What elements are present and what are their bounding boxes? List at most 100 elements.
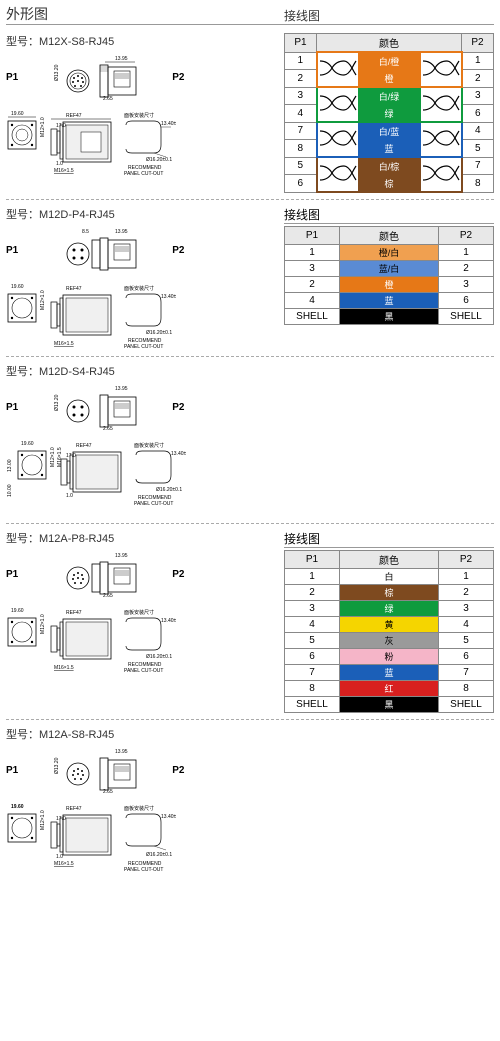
cell-p2: 5 — [462, 140, 494, 158]
dim-ref47: REF47 — [66, 286, 82, 292]
cell-p2: 2 — [439, 585, 494, 601]
dim-1340: 13.40±0.1 — [161, 294, 176, 300]
panel-label: 面板安装尺寸 — [124, 285, 154, 292]
diagram-bottom-row: 19.60 M12×1.0 REF47 17.0 1.0 M16×1.5 — [6, 800, 278, 875]
table-row: 3 绿 3 — [285, 601, 494, 617]
connector-side-icon: 19.60 M12×1.0 REF47 17.0 — [6, 107, 176, 177]
cell-p2: 6 — [462, 105, 494, 123]
dim-1395: 13.95 — [115, 56, 128, 62]
col-p1: P1 — [285, 551, 340, 569]
dim-ref47: REF47 — [66, 610, 82, 616]
diagram-bottom-row: 19.60 M12×1.0 REF47 M16×1.5 面板安装尺寸 — [6, 280, 278, 350]
model-1: 型号：M12X-S8-RJ45 — [6, 33, 278, 49]
color-cell: 蓝 — [340, 665, 439, 681]
dim-m12: M12×1.0 — [40, 810, 46, 830]
dim-ref47: REF47 — [66, 113, 82, 119]
cell-p2: 8 — [462, 175, 494, 193]
dim-170: 17.0 — [56, 816, 66, 822]
diagram-top-row: P1 13.95 Ø13.20 2.65 P2 — [6, 746, 278, 794]
dim-m16alt: M16×1.5 — [57, 447, 63, 467]
cell-p1: 6 — [285, 175, 317, 193]
cell-p1: 5 — [285, 633, 340, 649]
twisted-pair-icon — [421, 88, 461, 118]
connector-side-icon: 19.60 M12×1.0 REF47 17.0 1.0 M16×1.5 — [6, 800, 176, 875]
cell-p2: SHELL — [439, 697, 494, 713]
p1-label: P1 — [6, 765, 18, 776]
dim-1395: 13.95 — [115, 229, 128, 235]
cell-p2: 7 — [439, 665, 494, 681]
model-4: 型号：M12A-P8-RJ45 — [6, 530, 278, 546]
p2-label: P2 — [172, 569, 184, 580]
dim-ref47: REF47 — [66, 806, 82, 812]
dim-1960: 19.60 — [11, 284, 24, 290]
dim-1395: 13.95 — [115, 386, 128, 392]
section-5: 型号：M12A-S8-RJ45 P1 13.95 Ø13.20 2.65 — [6, 720, 494, 881]
p1-label: P1 — [6, 569, 18, 580]
section-4: 型号：M12A-P8-RJ45 P1 13.95 2.65 — [6, 524, 494, 720]
diagram-2: P1 8.5 13.95 P2 — [6, 226, 278, 350]
cell-p2: 1 — [462, 52, 494, 70]
model-name: M12X-S8-RJ45 — [39, 36, 114, 48]
dim-m12: M12×1.0 — [50, 447, 56, 467]
section-4-left: 型号：M12A-P8-RJ45 P1 13.95 2.65 — [6, 530, 278, 713]
model-prefix: 型号： — [6, 36, 39, 48]
color-cell: 蓝/白 — [340, 261, 439, 277]
connector-top-icon: 13.95 Ø13.20 2.65 — [20, 746, 170, 794]
dim-1340: 13.40±0.1 — [161, 814, 176, 820]
twisted-pair-icon — [421, 53, 461, 83]
connector-side-icon: 19.60 M12×1.0 REF47 M16×1.5 面板安装尺寸 — [6, 604, 176, 674]
dim-1620: Ø16.20±0.1 — [146, 157, 172, 163]
cell-p2: 5 — [439, 633, 494, 649]
color-cell: 蓝 — [340, 293, 439, 309]
dim-m16: M16×1.5 — [54, 861, 74, 867]
dim-85: 8.5 — [82, 229, 89, 235]
section-2: 型号：M12D-P4-RJ45 P1 8.5 13.95 — [6, 200, 494, 357]
cell-p2: 7 — [462, 157, 494, 175]
cell-p1: 8 — [285, 140, 317, 158]
dim-1620: Ø16.20±0.1 — [146, 852, 172, 858]
twisted-left — [317, 122, 359, 157]
page-root: 外形图 接线图 型号：M12X-S8-RJ45 P1 13.95 Ø13.20 — [0, 0, 500, 885]
page-header: 外形图 接线图 — [6, 4, 494, 25]
color-cell: 黑 — [340, 309, 439, 325]
cell-p2: 6 — [439, 649, 494, 665]
diagram-5: P1 13.95 Ø13.20 2.65 P2 — [6, 746, 278, 875]
panel-label: 面板安装尺寸 — [134, 442, 164, 449]
col-color: 颜色 — [340, 227, 439, 245]
color-cell: 白/绿 — [359, 87, 420, 105]
diagram-bottom-row: 19.60 M12×1.0 REF47 M16×1.5 面板安装尺寸 — [6, 604, 278, 674]
color-cell: 绿 — [359, 105, 420, 123]
section-5-right — [284, 726, 494, 875]
color-cell: 白 — [340, 569, 439, 585]
connector-side-icon: 19.60 13.00 10.00 M12×1.0 REF47 17.0 — [6, 437, 186, 517]
dim-m12: M12×1.0 — [40, 290, 46, 310]
twisted-pair-icon — [421, 123, 461, 153]
dim-1620: Ø16.20±0.1 — [146, 654, 172, 660]
cell-p1: 2 — [285, 277, 340, 293]
table-row: 1 橙/白 1 — [285, 245, 494, 261]
rec2: PANEL CUT-OUT — [124, 344, 163, 350]
panel-label: 面板安装尺寸 — [124, 805, 154, 812]
dim-m12: M12×1.0 — [40, 117, 46, 137]
rec2: PANEL CUT-OUT — [124, 668, 163, 674]
cell-p1: 4 — [285, 617, 340, 633]
dim-1340: 13.40±0.1 — [161, 618, 176, 624]
cell-p1: 1 — [285, 245, 340, 261]
p2-label: P2 — [172, 765, 184, 776]
cell-p2: 4 — [439, 617, 494, 633]
table-row: 3 蓝/白 2 — [285, 261, 494, 277]
section-5-left: 型号：M12A-S8-RJ45 P1 13.95 Ø13.20 2.65 — [6, 726, 278, 875]
cell-p1: 6 — [285, 649, 340, 665]
dim-1960: 19.60 — [11, 111, 24, 117]
dim-1960: 19.60 — [11, 804, 24, 810]
twisted-pair-icon — [318, 53, 358, 83]
p2-label: P2 — [172, 72, 184, 83]
dim-1960: 19.60 — [21, 441, 34, 447]
wiring-table-4: P1 颜色 P2 1 白 1 2 棕 2 3 绿 3 4 黄 4 5 灰 5 6… — [284, 550, 494, 713]
color-cell: 黄 — [340, 617, 439, 633]
connector-side-icon: 19.60 M12×1.0 REF47 M16×1.5 面板安装尺寸 — [6, 280, 176, 350]
color-cell: 橙/白 — [340, 245, 439, 261]
p2-label: P2 — [172, 402, 184, 413]
color-cell: 黑 — [340, 697, 439, 713]
dim-10: 1.0 — [56, 854, 63, 860]
